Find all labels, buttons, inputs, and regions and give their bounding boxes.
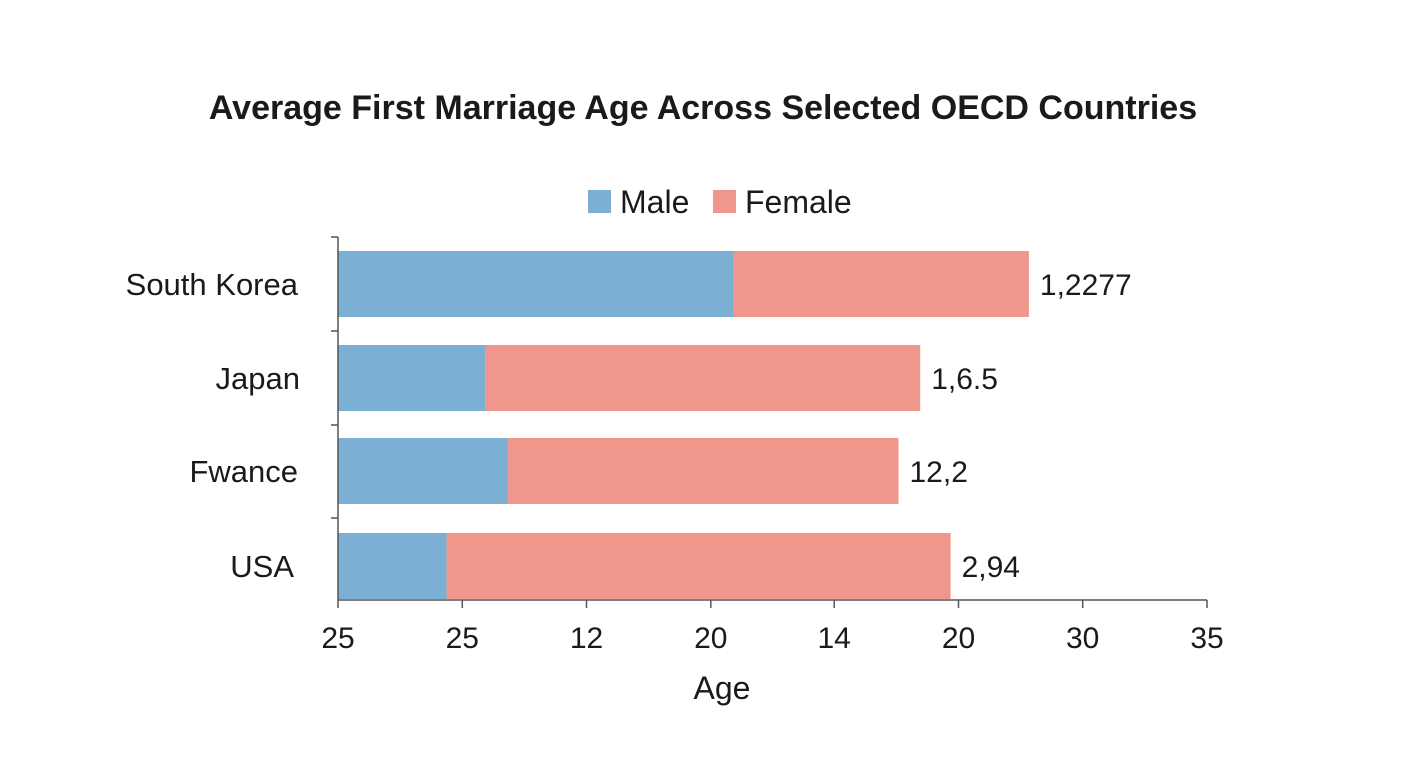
bar-male-fwance: [338, 438, 508, 504]
category-label-japan: Japan: [216, 361, 300, 396]
x-tick-label-5: 14: [818, 622, 851, 655]
data-label-1: 1,2277: [1040, 269, 1132, 302]
x-tick-label-6: 20: [942, 622, 975, 655]
legend: Male Female: [588, 184, 852, 220]
bar-male-japan: [338, 345, 486, 411]
bar-female-japan: [485, 345, 921, 411]
bar-female-south-korea: [733, 251, 1029, 317]
x-tick-label-1: 25: [321, 622, 354, 655]
category-label-fwance: Fwance: [189, 454, 298, 489]
category-labels: South Korea Japan Fwance USA: [126, 267, 300, 584]
x-tick-label-4: 20: [694, 622, 727, 655]
x-tick-label-8: 35: [1190, 622, 1223, 655]
bar-female-fwance: [507, 438, 899, 504]
x-tick-label-2: 25: [446, 622, 479, 655]
data-label-2: 1,6.5: [931, 363, 998, 396]
bar-male-usa: [338, 533, 447, 599]
legend-label-male: Male: [620, 184, 689, 220]
legend-swatch-female: [713, 190, 736, 213]
x-tick-label-7: 30: [1066, 622, 1099, 655]
data-label-4: 2,94: [962, 551, 1020, 584]
x-axis-ticks: 25 25 12 20 14 20 30 35: [321, 600, 1224, 655]
data-label-3: 12,2: [910, 456, 968, 489]
category-label-south-korea: South Korea: [126, 267, 299, 302]
y-axis-ticks: [331, 236, 338, 519]
data-labels: 1,2277 1,6.5 12,2 2,94: [910, 269, 1132, 584]
axes: 25 25 12 20 14 20 30 35: [321, 236, 1224, 655]
legend-label-female: Female: [745, 184, 852, 220]
chart-title: Average First Marriage Age Across Select…: [209, 89, 1197, 127]
x-axis-title: Age: [694, 670, 751, 706]
legend-swatch-male: [588, 190, 611, 213]
bars-group: [338, 251, 1029, 599]
bar-female-usa: [446, 533, 951, 599]
category-label-usa: USA: [230, 549, 294, 584]
x-tick-label-3: 12: [570, 622, 603, 655]
bar-male-south-korea: [338, 251, 734, 317]
